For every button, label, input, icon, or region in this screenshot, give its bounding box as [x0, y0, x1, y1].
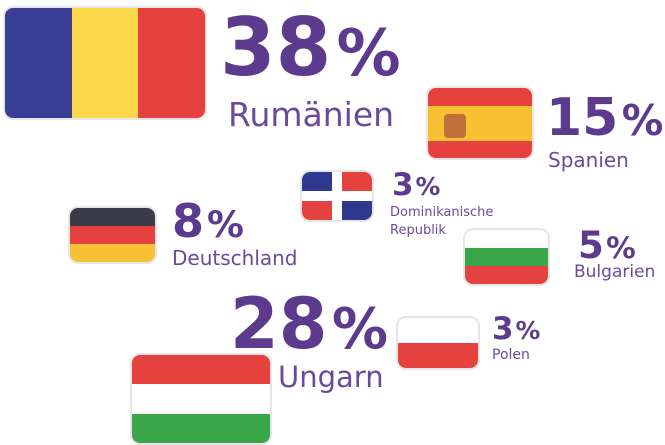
percent: 3%	[492, 314, 540, 345]
value: 3	[492, 311, 514, 347]
flag-romania	[5, 8, 205, 118]
value: 5	[578, 224, 604, 267]
flag-hungary	[132, 355, 270, 443]
country: Rumänien	[228, 95, 395, 134]
unit: %	[621, 96, 664, 145]
unit: %	[415, 172, 441, 201]
value: 28	[230, 283, 328, 365]
country: Spanien	[548, 148, 629, 172]
unit: %	[515, 316, 541, 345]
unit: %	[606, 231, 636, 265]
flag-bulgaria	[465, 230, 548, 284]
value: 3	[392, 167, 414, 203]
flag-poland	[398, 318, 478, 368]
value: 15	[546, 88, 619, 148]
percent: 5%	[578, 227, 636, 264]
flag-dominican-republic	[302, 172, 372, 220]
country: Polen	[492, 347, 530, 363]
country: Bulgarien	[574, 262, 656, 282]
percent: 3%	[392, 170, 440, 201]
unit: %	[336, 17, 401, 91]
percent: 15%	[546, 92, 663, 144]
country: Deutschland	[172, 246, 298, 270]
country: Dominikanische Republik	[390, 205, 494, 238]
unit: %	[206, 203, 244, 246]
unit: %	[331, 297, 388, 362]
percent: 28%	[230, 289, 388, 359]
flag-spain	[428, 88, 532, 158]
percent: 8%	[172, 198, 244, 244]
value: 8	[172, 194, 205, 248]
percent: 38%	[220, 8, 401, 88]
flag-germany	[70, 208, 155, 262]
value: 38	[220, 1, 332, 94]
country: Ungarn	[278, 360, 384, 394]
